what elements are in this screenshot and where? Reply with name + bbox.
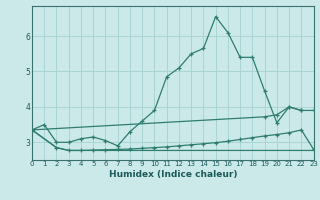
- X-axis label: Humidex (Indice chaleur): Humidex (Indice chaleur): [108, 170, 237, 179]
